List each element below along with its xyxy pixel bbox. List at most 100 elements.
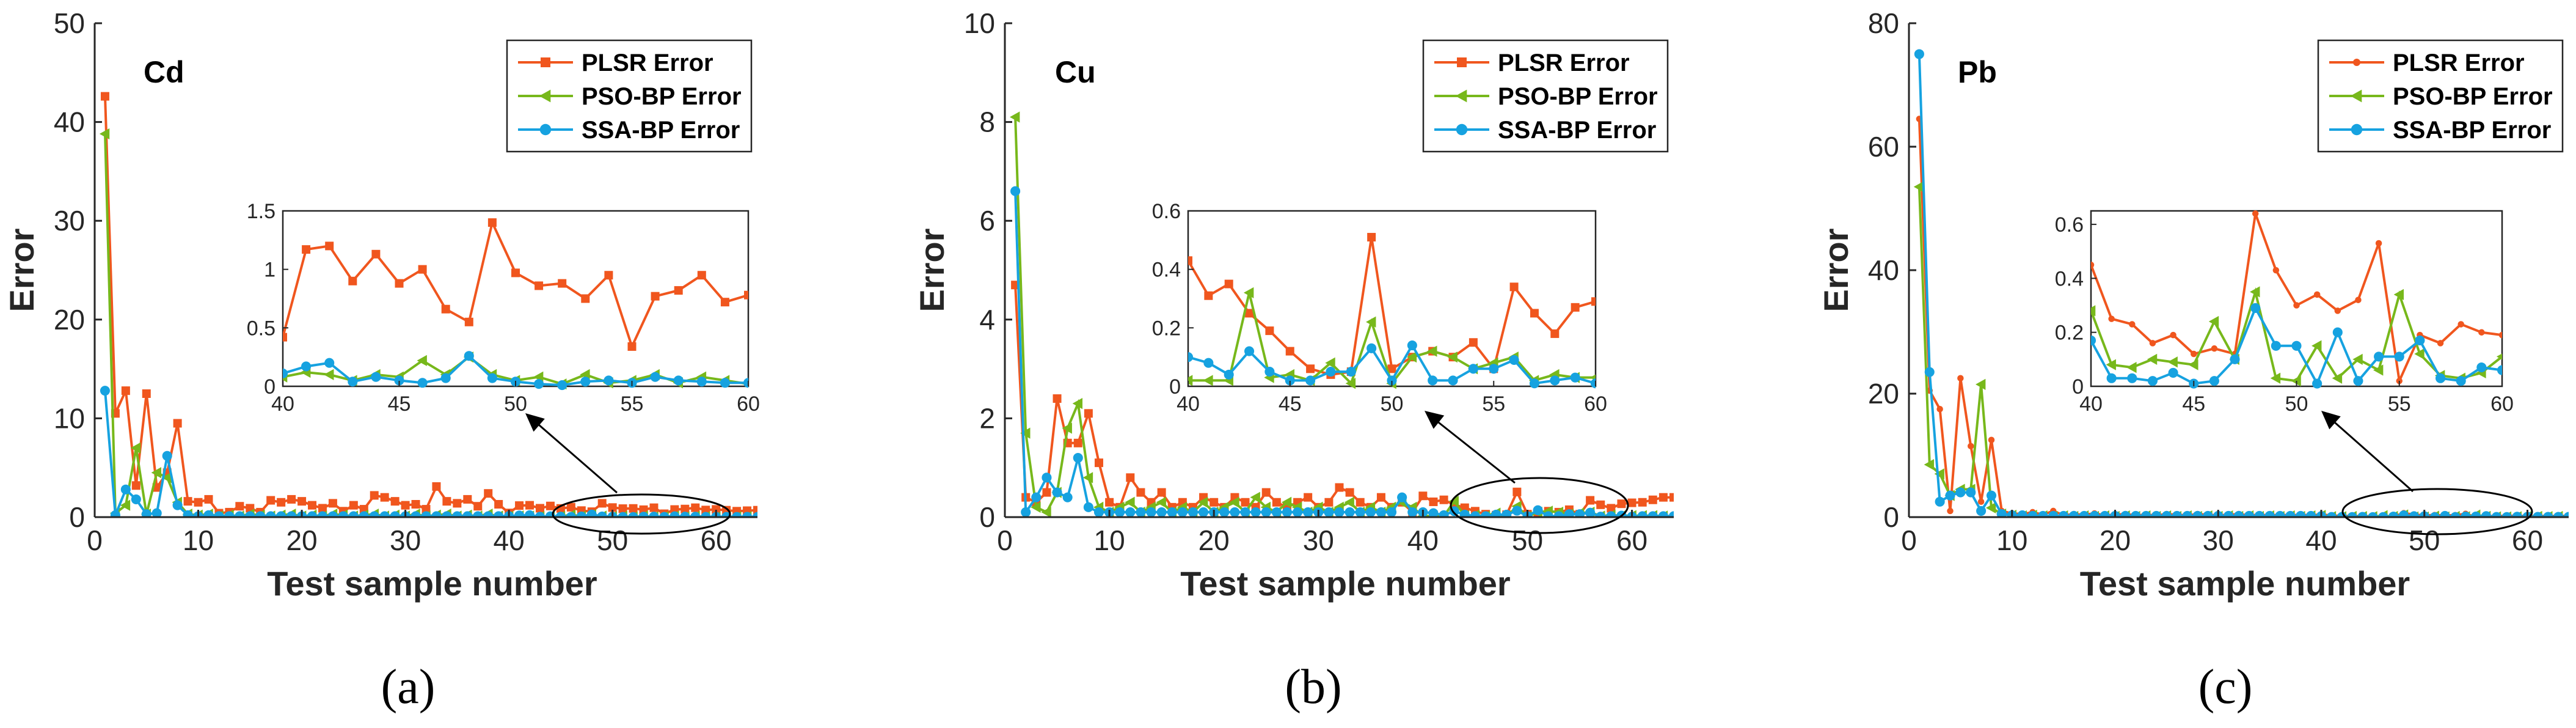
data-point-plsr <box>411 499 420 509</box>
data-point-ssa <box>1188 507 1199 517</box>
legend: PLSR Error PSO-BP Error SSA-BP Error <box>506 39 753 153</box>
inset-point-plsr <box>2437 340 2444 347</box>
inset-point-ssa <box>283 368 288 379</box>
data-point-ssa <box>162 450 172 461</box>
y-tick-label: 0 <box>979 501 995 533</box>
data-point-ssa <box>245 511 255 517</box>
panel-caption: (c) <box>2198 660 2253 714</box>
data-point-plsr <box>194 498 203 507</box>
data-point-ssa <box>2296 510 2306 517</box>
data-point-ssa <box>131 494 141 504</box>
legend-marker-ssa <box>539 123 552 136</box>
inset-point-ssa <box>2147 376 2158 386</box>
data-point-ssa <box>1480 511 1491 517</box>
data-point-ssa <box>1491 509 1501 517</box>
data-point-ssa <box>1533 505 1543 515</box>
inset-y-tick-label: 0.5 <box>247 317 275 340</box>
x-tick-label: 30 <box>1303 524 1334 556</box>
inset-y-tick-label: 0.6 <box>1152 200 1181 223</box>
inset-point-pso <box>2126 361 2137 373</box>
inset-x-tick-label: 50 <box>1381 392 1404 416</box>
y-tick-label: 2 <box>979 402 995 434</box>
x-tick-label: 40 <box>494 524 525 556</box>
inset-point-plsr <box>2211 345 2218 352</box>
legend-label-plsr: PLSR Error <box>2393 50 2525 76</box>
y-tick-label: 8 <box>979 106 995 138</box>
data-point-ssa <box>1935 496 1945 507</box>
inset-x-tick-label: 50 <box>504 392 527 416</box>
x-tick-label: 60 <box>2512 524 2543 556</box>
inset-point-plsr <box>604 271 613 280</box>
data-point-plsr <box>1429 497 1438 506</box>
inset-point-ssa <box>604 375 614 386</box>
inset-point-pso <box>2106 359 2116 370</box>
data-point-ssa <box>390 511 400 517</box>
legend-label-pso: PSO-BP Error <box>582 83 742 110</box>
data-point-plsr <box>525 501 535 510</box>
x-axis-label: Test sample number <box>2080 564 2410 603</box>
series-line-plsr <box>1014 285 1674 517</box>
data-point-ssa <box>2481 511 2492 517</box>
data-point-plsr <box>1335 483 1344 492</box>
inset-point-ssa <box>2291 340 2302 351</box>
data-point-ssa <box>286 511 297 517</box>
data-point-pso <box>1448 496 1459 507</box>
data-point-ssa <box>2326 512 2337 517</box>
data-point-plsr <box>1596 500 1605 509</box>
data-point-ssa <box>1230 507 1240 517</box>
data-point-ssa <box>1616 510 1627 517</box>
data-point-ssa <box>183 510 193 517</box>
inset-point-plsr <box>720 298 729 307</box>
data-point-ssa <box>1459 509 1470 517</box>
inset-point-plsr <box>487 218 497 227</box>
data-point-ssa <box>2533 512 2543 517</box>
data-point-ssa <box>2491 512 2501 517</box>
data-point-ssa <box>276 511 286 517</box>
inset-point-ssa <box>557 380 567 391</box>
data-point-ssa <box>1261 507 1271 517</box>
inset-point-ssa <box>1570 372 1580 383</box>
data-point-ssa <box>1585 507 1596 517</box>
inset-point-pso <box>2147 353 2158 365</box>
inset-point-pso <box>2270 372 2281 384</box>
data-point-ssa <box>1397 492 1407 502</box>
data-point-plsr <box>1084 409 1093 418</box>
data-point-ssa <box>410 511 421 517</box>
data-point-plsr <box>712 505 721 514</box>
data-point-ssa <box>2378 512 2388 517</box>
inset-point-ssa <box>1203 358 1214 368</box>
data-point-ssa <box>214 511 224 517</box>
data-point-ssa <box>1156 507 1167 517</box>
y-tick-label: 10 <box>54 402 85 434</box>
data-point-ssa <box>2182 510 2192 517</box>
inset-point-pso <box>1406 351 1417 363</box>
series-ssa <box>100 386 757 517</box>
data-point-ssa <box>618 512 628 517</box>
data-point-plsr <box>1376 493 1385 502</box>
inset-point-ssa <box>2332 327 2343 337</box>
inset-point-plsr <box>283 333 287 342</box>
data-point-plsr <box>1418 491 1428 501</box>
data-point-ssa <box>1250 507 1261 517</box>
data-point-ssa <box>1293 507 1303 517</box>
data-point-ssa <box>2068 510 2079 517</box>
y-tick-label: 0 <box>1883 501 1899 533</box>
inset-x-tick-label: 40 <box>271 392 294 416</box>
data-point-ssa <box>1136 507 1146 517</box>
data-point-ssa <box>235 511 245 517</box>
inset-point-ssa <box>1285 375 1295 386</box>
data-point-pso <box>130 442 141 454</box>
inset-y-tick-label: 0.4 <box>2055 267 2084 290</box>
inset-box <box>282 210 750 388</box>
data-point-plsr <box>639 505 648 514</box>
data-point-ssa <box>2048 510 2059 517</box>
data-point-ssa <box>120 484 131 495</box>
data-point-ssa <box>151 508 162 517</box>
data-point-ssa <box>2429 512 2440 517</box>
data-point-ssa <box>1365 507 1376 517</box>
data-point-plsr <box>380 493 389 502</box>
inset-point-plsr <box>2334 307 2341 314</box>
inset-point-ssa <box>2415 335 2425 345</box>
data-point-plsr <box>1157 488 1166 497</box>
y-axis-label: Error <box>2 229 41 312</box>
